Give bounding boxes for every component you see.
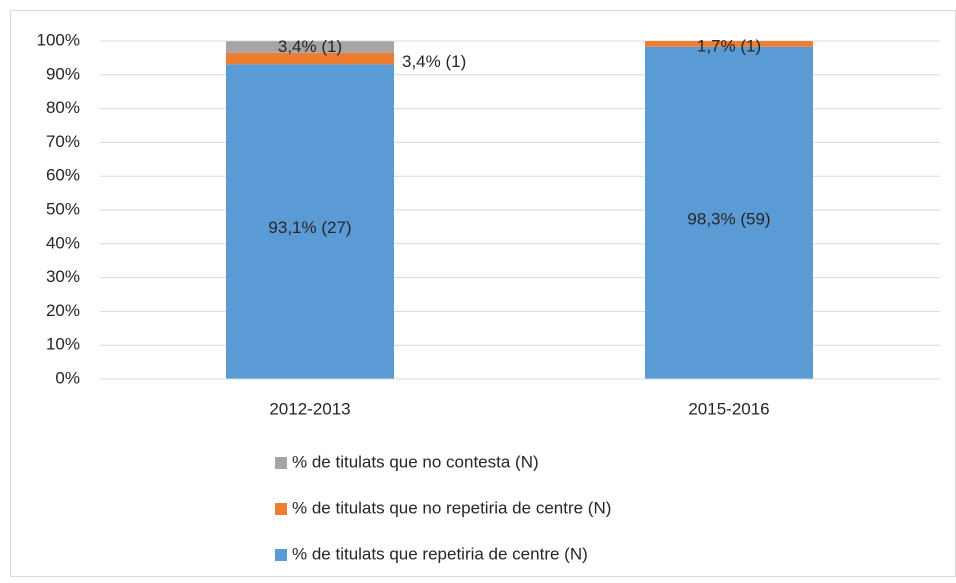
y-tick-label: 80% bbox=[46, 98, 80, 117]
y-tick-label: 40% bbox=[46, 233, 80, 252]
legend-label: % de titulats que no repetiria de centre… bbox=[292, 498, 611, 517]
bar-segment bbox=[226, 64, 394, 380]
y-tick-label: 20% bbox=[46, 301, 80, 320]
y-tick-label: 0% bbox=[55, 368, 80, 387]
legend-label: % de titulats que repetiria de centre (N… bbox=[292, 544, 588, 563]
legend-swatch bbox=[275, 549, 287, 561]
y-tick-label: 50% bbox=[46, 199, 80, 218]
data-label: 3,4% (1) bbox=[278, 37, 342, 56]
y-tick-label: 90% bbox=[46, 64, 80, 83]
y-tick-label: 60% bbox=[46, 166, 80, 185]
y-tick-label: 10% bbox=[46, 335, 80, 354]
legend-label: % de titulats que no contesta (N) bbox=[292, 452, 539, 471]
data-label: 1,7% (1) bbox=[697, 36, 761, 55]
bar-segment bbox=[226, 41, 394, 53]
y-tick-label: 70% bbox=[46, 132, 80, 151]
legend-swatch bbox=[275, 457, 287, 469]
x-tick-label: 2015-2016 bbox=[688, 399, 769, 418]
bar-segment bbox=[645, 41, 813, 47]
y-tick-label: 100% bbox=[37, 30, 80, 49]
chart-border bbox=[10, 10, 956, 577]
data-label: 98,3% (59) bbox=[687, 209, 770, 228]
legend-swatch bbox=[275, 503, 287, 515]
y-tick-label: 30% bbox=[46, 267, 80, 286]
bar-segment bbox=[226, 52, 394, 65]
x-tick-label: 2012-2013 bbox=[269, 399, 350, 418]
data-label: 93,1% (27) bbox=[268, 218, 351, 237]
bar-segment bbox=[645, 46, 813, 379]
data-label: 3,4% (1) bbox=[402, 52, 466, 71]
